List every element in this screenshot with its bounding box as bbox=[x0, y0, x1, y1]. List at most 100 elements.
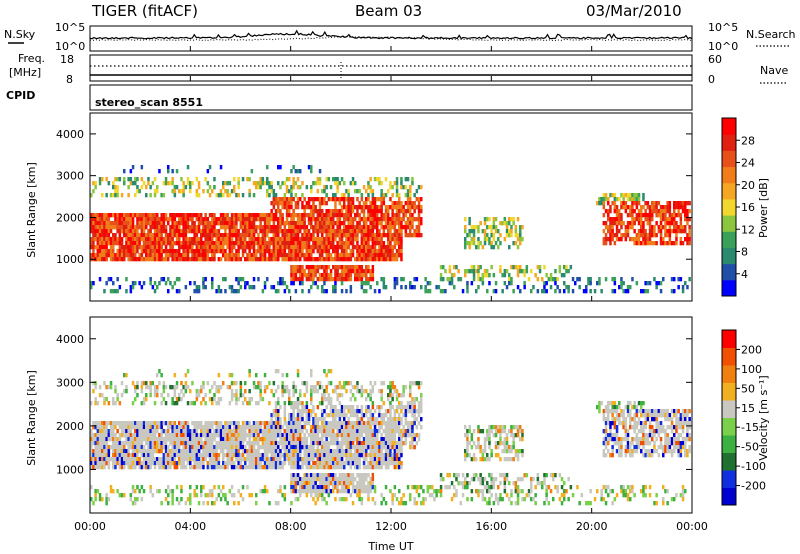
heatmap-cell bbox=[380, 257, 383, 262]
heatmap-cell bbox=[145, 461, 148, 466]
heatmap-cell bbox=[503, 281, 507, 286]
heatmap-cell bbox=[96, 453, 100, 458]
heatmap-cell bbox=[175, 497, 179, 502]
heatmap-cell bbox=[332, 193, 335, 198]
heatmap-cell bbox=[204, 441, 207, 446]
heatmap-cell bbox=[362, 273, 366, 278]
heatmap-cell bbox=[217, 241, 221, 246]
heatmap-cell bbox=[140, 257, 144, 262]
heatmap-cell bbox=[598, 281, 601, 286]
heatmap-cell bbox=[268, 181, 271, 186]
heatmap-cell bbox=[215, 401, 218, 406]
heatmap-cell bbox=[206, 421, 210, 426]
heatmap-cell bbox=[475, 289, 478, 294]
heatmap-cell bbox=[158, 253, 161, 258]
heatmap-cell bbox=[307, 249, 311, 254]
heatmap-cell bbox=[149, 465, 152, 470]
heatmap-cell bbox=[637, 229, 641, 234]
heatmap-cell bbox=[244, 217, 247, 222]
heatmap-cell bbox=[153, 189, 157, 194]
heatmap-cell bbox=[248, 237, 251, 242]
heatmap-cell bbox=[301, 461, 304, 466]
heatmap-cell bbox=[138, 257, 141, 262]
heatmap-cell bbox=[294, 385, 298, 390]
heatmap-cell bbox=[626, 221, 630, 226]
heatmap-cell bbox=[380, 201, 383, 206]
heatmap-cell bbox=[277, 429, 280, 434]
heatmap-cell bbox=[349, 253, 353, 258]
heatmap-cell bbox=[171, 441, 174, 446]
heatmap-cell bbox=[200, 257, 203, 262]
heatmap-cell bbox=[169, 385, 172, 390]
heatmap-cell bbox=[149, 389, 152, 394]
heatmap-cell bbox=[290, 441, 293, 446]
heatmap-cell bbox=[549, 285, 553, 290]
heatmap-cell bbox=[362, 249, 366, 254]
heatmap-cell bbox=[112, 453, 115, 458]
heatmap-cell bbox=[310, 425, 313, 430]
heatmap-cell bbox=[292, 481, 295, 486]
heatmap-cell bbox=[292, 225, 295, 230]
heatmap-cell bbox=[281, 237, 284, 242]
heatmap-cell bbox=[301, 221, 304, 226]
heatmap-cell bbox=[301, 445, 304, 450]
heatmap-cell bbox=[415, 217, 419, 222]
heatmap-cell bbox=[204, 249, 207, 254]
heatmap-cell bbox=[325, 201, 328, 206]
heatmap-cell bbox=[378, 197, 381, 202]
heatmap-cell bbox=[217, 285, 221, 290]
heatmap-cell bbox=[316, 257, 320, 262]
heatmap-cell bbox=[305, 185, 309, 190]
heatmap-cell bbox=[679, 241, 683, 246]
heatmap-cell bbox=[189, 229, 192, 234]
heatmap-cell bbox=[158, 221, 161, 226]
heatmap-cell bbox=[107, 437, 111, 442]
heatmap-cell bbox=[310, 277, 313, 282]
heatmap-cell bbox=[237, 421, 240, 426]
heatmap-cell bbox=[202, 485, 205, 490]
heatmap-cell bbox=[340, 385, 344, 390]
heatmap-cell bbox=[131, 401, 135, 406]
heatmap-cell bbox=[169, 233, 172, 238]
heatmap-cell bbox=[305, 489, 309, 494]
heatmap-cell bbox=[635, 201, 639, 206]
heatmap-cell bbox=[120, 249, 124, 254]
heatmap-cell bbox=[387, 249, 390, 254]
heatmap-cell bbox=[204, 493, 207, 498]
heatmap-cell bbox=[98, 453, 102, 458]
heatmap-cell bbox=[332, 209, 335, 214]
heatmap-cell bbox=[195, 433, 199, 438]
heatmap-cell bbox=[365, 269, 368, 274]
heatmap-cell bbox=[94, 245, 97, 250]
heatmap-cell bbox=[668, 205, 672, 210]
heatmap-cell bbox=[202, 453, 205, 458]
heatmap-cell bbox=[340, 205, 344, 210]
heatmap-cell bbox=[114, 185, 117, 190]
heatmap-cell bbox=[316, 461, 320, 466]
heatmap-cell bbox=[125, 277, 128, 282]
heatmap-cell bbox=[329, 209, 333, 214]
heatmap-cell bbox=[325, 237, 328, 242]
heatmap-cell bbox=[191, 221, 194, 226]
heatmap-cell bbox=[136, 425, 139, 430]
heatmap-cell bbox=[387, 229, 390, 234]
heatmap-cell bbox=[316, 221, 320, 226]
heatmap-cell bbox=[283, 253, 287, 258]
heatmap-cell bbox=[184, 437, 188, 442]
heatmap-cell bbox=[131, 213, 135, 218]
heatmap-cell bbox=[420, 205, 423, 210]
heatmap-cell bbox=[395, 209, 399, 214]
heatmap-cell bbox=[299, 241, 302, 246]
heatmap-cell bbox=[277, 453, 280, 458]
heatmap-cell bbox=[602, 193, 606, 198]
heatmap-cell bbox=[259, 249, 262, 254]
heatmap-cell bbox=[644, 241, 647, 246]
heatmap-cell bbox=[296, 453, 300, 458]
colorbar-segment bbox=[722, 166, 736, 184]
heatmap-cell bbox=[173, 401, 177, 406]
heatmap-cell bbox=[332, 429, 335, 434]
heatmap-cell bbox=[105, 177, 108, 182]
heatmap-cell bbox=[211, 285, 214, 290]
heatmap-cell bbox=[415, 205, 419, 210]
heatmap-cell bbox=[413, 193, 416, 198]
